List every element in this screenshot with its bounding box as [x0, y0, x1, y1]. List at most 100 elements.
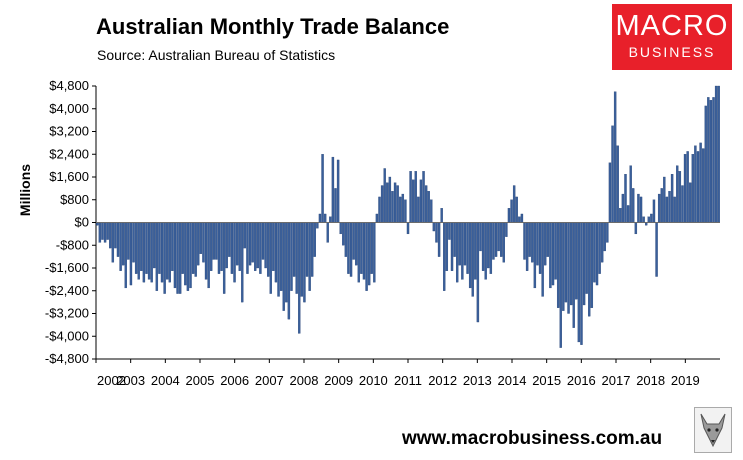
- bar: [342, 222, 345, 246]
- bar: [655, 222, 658, 277]
- bar: [471, 222, 474, 297]
- bar: [147, 222, 151, 280]
- chart-title: Australian Monthly Trade Balance: [96, 14, 450, 39]
- bar: [290, 222, 293, 291]
- bar: [450, 222, 454, 271]
- bar: [339, 222, 342, 235]
- bar: [453, 222, 456, 257]
- bar: [388, 176, 392, 223]
- bar: [233, 222, 236, 283]
- bar: [287, 222, 291, 320]
- bar: [448, 222, 451, 240]
- x-tick-label: 2007: [255, 373, 284, 388]
- bar: [497, 222, 500, 252]
- bar: [321, 154, 324, 223]
- bar: [505, 222, 508, 237]
- bar: [458, 222, 461, 266]
- bar: [357, 222, 361, 283]
- bar: [487, 222, 490, 269]
- bar: [474, 222, 477, 280]
- bar: [601, 222, 604, 263]
- bar: [430, 199, 433, 223]
- bar: [525, 222, 529, 271]
- bar: [660, 188, 663, 223]
- bar: [585, 222, 588, 294]
- bar: [274, 222, 278, 283]
- bar: [699, 142, 702, 223]
- website-url[interactable]: www.macrobusiness.com.au: [402, 428, 663, 449]
- bar: [310, 222, 314, 277]
- bar: [251, 222, 254, 263]
- bar: [178, 222, 182, 294]
- bar: [461, 222, 464, 280]
- x-tick-label: 2006: [220, 373, 249, 388]
- bar: [153, 222, 156, 269]
- bar: [355, 222, 358, 266]
- bar: [303, 222, 306, 303]
- bar: [696, 151, 700, 223]
- bar: [386, 182, 389, 223]
- bar: [246, 222, 249, 274]
- bar: [411, 179, 415, 223]
- bar: [590, 222, 594, 308]
- y-tick-label: $2,400: [49, 146, 89, 161]
- x-tick-label: 2013: [463, 373, 492, 388]
- bar: [204, 222, 208, 280]
- bar: [443, 222, 446, 291]
- bar: [230, 222, 234, 274]
- bar: [202, 222, 205, 263]
- bar: [171, 222, 174, 271]
- bar: [686, 151, 689, 223]
- bar: [277, 222, 280, 297]
- bar: [212, 222, 215, 260]
- y-tick-label: $4,800: [49, 78, 89, 93]
- bar: [124, 222, 127, 289]
- bar: [365, 222, 368, 291]
- bar: [383, 168, 386, 223]
- bar: [129, 222, 133, 286]
- bar: [556, 222, 560, 308]
- bar: [132, 222, 135, 263]
- bar: [500, 222, 503, 257]
- bar: [189, 222, 192, 289]
- bar: [663, 176, 666, 223]
- macrobusiness-logo[interactable]: MACRO BUSINESS: [612, 4, 732, 70]
- bar: [476, 222, 480, 323]
- bar: [494, 222, 498, 257]
- bar: [603, 222, 606, 252]
- bar: [168, 222, 171, 283]
- bar: [186, 222, 190, 291]
- bar: [349, 222, 353, 277]
- bar: [282, 222, 285, 311]
- bar: [510, 199, 513, 223]
- bar: [298, 222, 301, 334]
- bar: [256, 222, 260, 269]
- y-tick-label: $3,200: [49, 124, 89, 139]
- bar: [207, 222, 210, 289]
- bar: [137, 222, 140, 280]
- x-tick-label: 2011: [394, 373, 422, 388]
- bar: [158, 222, 161, 274]
- bar: [238, 222, 241, 271]
- x-tick-label: 2015: [532, 373, 561, 388]
- bar: [163, 222, 166, 294]
- x-tick-label: 2002: [97, 373, 126, 388]
- bar: [551, 222, 555, 286]
- bar: [673, 196, 676, 223]
- y-tick-label: -$4,800: [45, 351, 89, 366]
- bar: [308, 222, 311, 291]
- bar: [334, 188, 337, 223]
- bar: [629, 165, 632, 223]
- bar: [707, 97, 710, 223]
- bar: [554, 222, 557, 280]
- bar: [564, 222, 568, 303]
- x-tick-label: 2019: [671, 373, 700, 388]
- bar: [378, 196, 381, 223]
- bar: [111, 222, 115, 263]
- bar: [466, 222, 469, 274]
- bar: [422, 171, 425, 223]
- bar: [691, 154, 695, 223]
- bar: [142, 222, 146, 283]
- y-tick-label: -$1,600: [45, 260, 89, 275]
- bar: [683, 154, 687, 223]
